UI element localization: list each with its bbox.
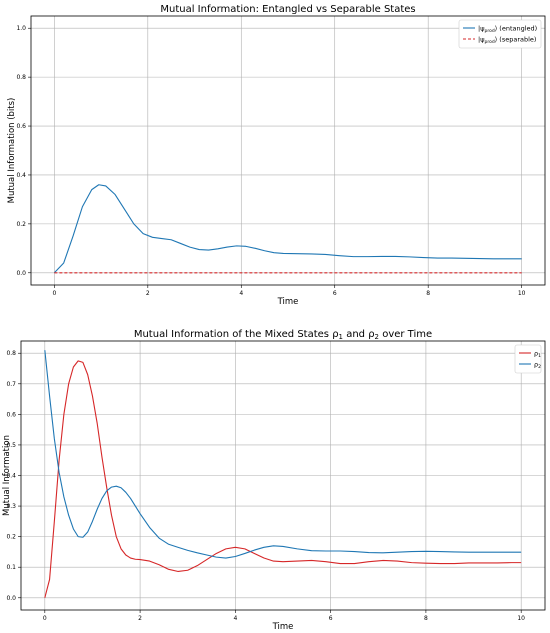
y-tick-label: 0.4 [6,473,16,480]
y-tick-label: 0.5 [6,442,16,449]
axes-frame [30,15,546,286]
legend-subscript: prod [484,39,494,45]
x-axis-label: Time [272,622,294,632]
x-tick-label: 8 [424,615,428,622]
chart-mixed-states: 0 2 4 6 8 10 0.0 0.1 0.2 0.3 0.4 0.5 0.6 0.7 0.8 Mutu… [2,329,546,632]
legend-main: ρ [534,360,538,368]
y-tick-label: 0.2 [6,534,16,541]
y-ticks: 0.0 0.2 0.4 0.6 0.8 1.0 [16,25,31,277]
x-tick-label: 2 [138,615,142,622]
legend-label: ρ2 [534,360,541,370]
y-tick-label: 0.6 [16,123,26,130]
series-line-1 [44,360,522,598]
legend-rest: ⟩ (entangled) [495,24,538,32]
title-part: and [343,329,368,340]
y-tick-label: 0.6 [6,411,16,418]
x-ticks: 0 2 4 6 8 10 [43,610,525,622]
y-tick-label: 0.1 [6,564,16,571]
legend-subscript: 2 [538,364,541,370]
x-tick-label: 0 [43,615,47,622]
x-tick-label: 10 [517,615,525,622]
legend-main: |ψ [478,24,484,32]
legend-label: ρ1 [534,349,541,359]
y-axis-label: Mutual Information (bits) [7,98,17,204]
y-tick-label: 0.2 [16,221,26,228]
y-tick-label: 0.3 [6,503,16,510]
series-line-1 [53,184,522,274]
y-axis-label: Mutual Information [2,435,12,516]
grid [21,341,545,610]
legend-label: |ψprod⟩ (entangled) [478,24,537,34]
y-tick-label: 0.4 [16,172,26,179]
x-tick-label: 6 [329,615,333,622]
title-part: Mutual Information of the Mixed States [134,329,332,340]
title-part: over Time [379,329,432,340]
series-layer [44,350,522,598]
series-layer [53,184,522,274]
legend-main: ρ [534,349,538,357]
legend: |ψprod⟩ (entangled)|ψprod⟩ (separable) [458,19,542,49]
x-tick-label: 0 [52,290,56,297]
legend-main: |ψ [478,35,484,43]
y-tick-label: 0.8 [16,74,26,81]
y-tick-label: 0.7 [6,381,16,388]
chart-title: Mutual Information: Entangled vs Separab… [160,4,415,15]
y-ticks: 0.0 0.1 0.2 0.3 0.4 0.5 0.6 0.7 0.8 [6,350,21,602]
x-tick-label: 4 [239,290,243,297]
legend-box [458,19,542,49]
x-tick-label: 6 [333,290,337,297]
x-tick-label: 8 [426,290,430,297]
title-subscript: 1 [339,333,343,341]
y-tick-label: 0.0 [6,595,16,602]
x-tick-label: 2 [146,290,150,297]
legend-label: |ψprod⟩ (separable) [478,35,536,45]
x-tick-label: 10 [518,290,526,297]
title-subscript: 2 [375,333,379,341]
grid [31,16,545,285]
y-tick-label: 0.0 [16,270,26,277]
legend-box [514,344,542,374]
x-ticks: 0 2 4 6 8 10 [52,285,526,297]
chart-title: Mutual Information of the Mixed States ρ… [134,329,432,341]
legend-subscript: prod [484,28,494,34]
chart-entangled-vs-separable: 0 2 4 6 8 10 0.0 0.2 0.4 0.6 0.8 1.0 Mutual Inform… [7,4,546,307]
x-tick-label: 4 [233,615,237,622]
y-tick-label: 0.8 [6,350,16,357]
legend-rest: ⟩ (separable) [495,35,537,43]
series-line-2 [44,350,522,559]
x-axis-label: Time [277,297,299,307]
title-part: ρ [368,329,374,340]
title-part: ρ [332,329,338,340]
y-tick-label: 1.0 [16,25,26,32]
legend-subscript: 1 [538,353,541,359]
